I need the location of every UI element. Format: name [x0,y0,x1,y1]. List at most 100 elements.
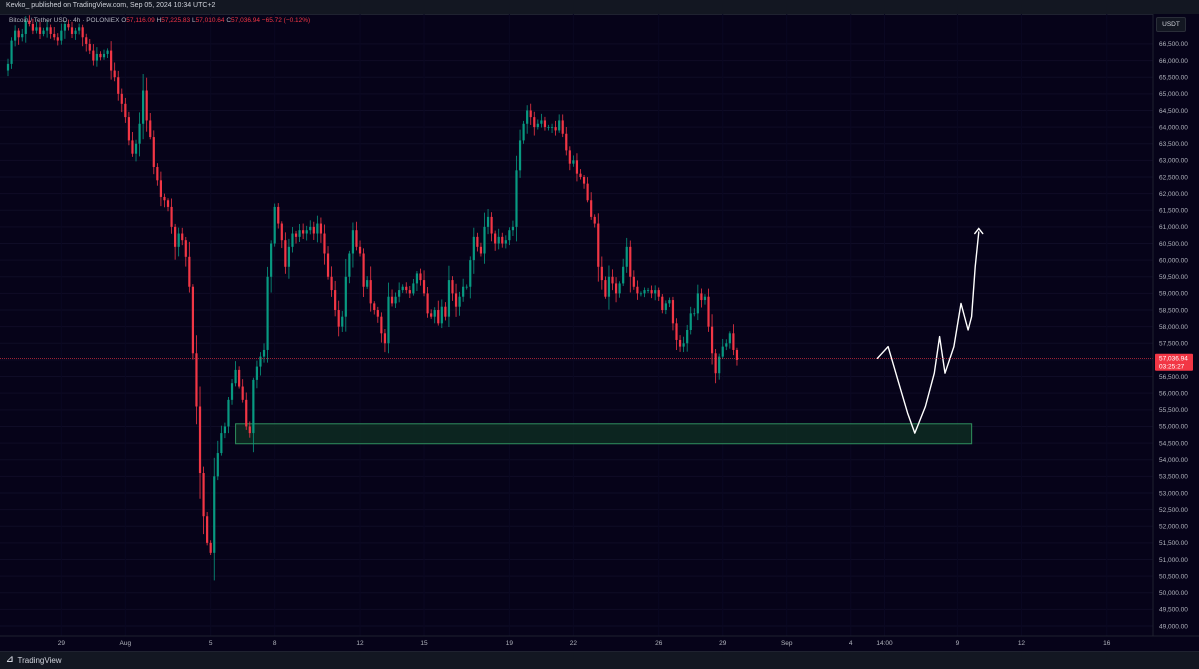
candle [21,28,24,42]
candle [575,153,579,182]
candle [654,285,657,301]
time-axis[interactable] [0,636,1153,651]
time-tick-label: 29 [719,640,727,647]
candle [305,225,308,241]
candle [174,223,177,260]
candle [700,288,703,308]
price-tick-label: 60,000.00 [1159,257,1188,264]
time-tick-label: 5 [209,640,213,647]
projection-drawing[interactable] [876,231,980,434]
candle [408,286,411,299]
price-tick-label: 56,000.00 [1159,390,1188,397]
footer-bar: ⊿ TradingView [0,651,1199,669]
candle [707,288,710,332]
candle [661,294,664,314]
candle [120,88,123,113]
price-tick-label: 58,000.00 [1159,324,1188,331]
candle [198,386,202,499]
last-price-value: 57,036.94 [1159,356,1188,363]
price-tick-label: 63,500.00 [1159,141,1188,148]
candle [56,33,59,46]
candle [49,24,52,39]
open-value: 57,116.09 [126,17,155,24]
candle [28,15,31,27]
candle [206,512,209,546]
price-tick-label: 51,000.00 [1159,557,1188,564]
candle [74,27,77,40]
candle [650,285,653,299]
candle [213,457,216,581]
price-tick-label: 50,000.00 [1159,590,1188,597]
candle [643,287,646,298]
price-tick-label: 57,500.00 [1159,341,1188,348]
candle [131,131,134,157]
high-label: H [156,17,162,24]
candle [433,307,436,324]
candle [106,48,109,59]
candle [533,111,536,136]
candle [78,23,81,35]
candle [437,300,440,326]
candle [373,301,376,315]
candle [465,284,468,290]
candle [703,294,707,305]
price-tick-label: 61,500.00 [1159,208,1188,215]
candle [572,155,575,167]
candle [710,314,714,365]
candle [632,270,635,290]
brand[interactable]: ⊿ TradingView [6,655,62,665]
price-tick-label: 53,000.00 [1159,490,1188,497]
candle [696,284,699,321]
candle [472,227,475,274]
candle [582,174,586,189]
price-tick-label: 59,500.00 [1159,274,1188,281]
time-tick-label: Sep [781,640,793,647]
candle [220,425,223,456]
candle [60,23,63,45]
price-tick-label: 62,000.00 [1159,191,1188,198]
candle [134,139,138,162]
publish-line: Kevko_ published on TradingView.com, Sep… [6,2,216,9]
candle [430,309,433,319]
candle [230,378,234,405]
candle [515,155,518,242]
candle [451,276,454,301]
candle [607,265,611,310]
candle [625,237,628,273]
candle [188,241,191,293]
time-tick-label: 26 [655,640,663,647]
support-zone[interactable] [235,423,973,445]
candle [529,103,532,125]
candle [334,280,337,317]
candle [259,352,262,376]
price-tick-label: 52,000.00 [1159,524,1188,531]
candle [387,282,390,354]
symbol-legend[interactable]: Bitcoin / Tether USD · 4h · POLONIEX O57… [9,17,310,24]
candle [323,224,326,265]
candle [245,392,248,430]
candle [561,114,564,138]
candle [718,353,721,380]
candle [540,113,543,128]
time-tick-label: 14:00 [876,640,893,647]
candle [550,123,554,133]
candle [614,277,618,303]
candle [156,163,159,186]
price-tick-label: 62,500.00 [1159,174,1188,181]
price-tick-label: 53,500.00 [1159,474,1188,481]
candle [70,21,74,39]
candle [476,232,479,252]
candle [469,256,472,299]
candle [170,198,173,234]
candle [444,302,447,321]
currency-button[interactable]: USDT [1156,17,1186,32]
candle [284,232,287,274]
candle [10,37,13,69]
candle [35,21,38,34]
candle [686,324,689,352]
price-tick-label: 55,000.00 [1159,424,1188,431]
publish-bar: Kevko_ published on TradingView.com, Sep… [0,0,1199,15]
price-axis[interactable] [1153,14,1199,636]
candle [494,230,497,251]
